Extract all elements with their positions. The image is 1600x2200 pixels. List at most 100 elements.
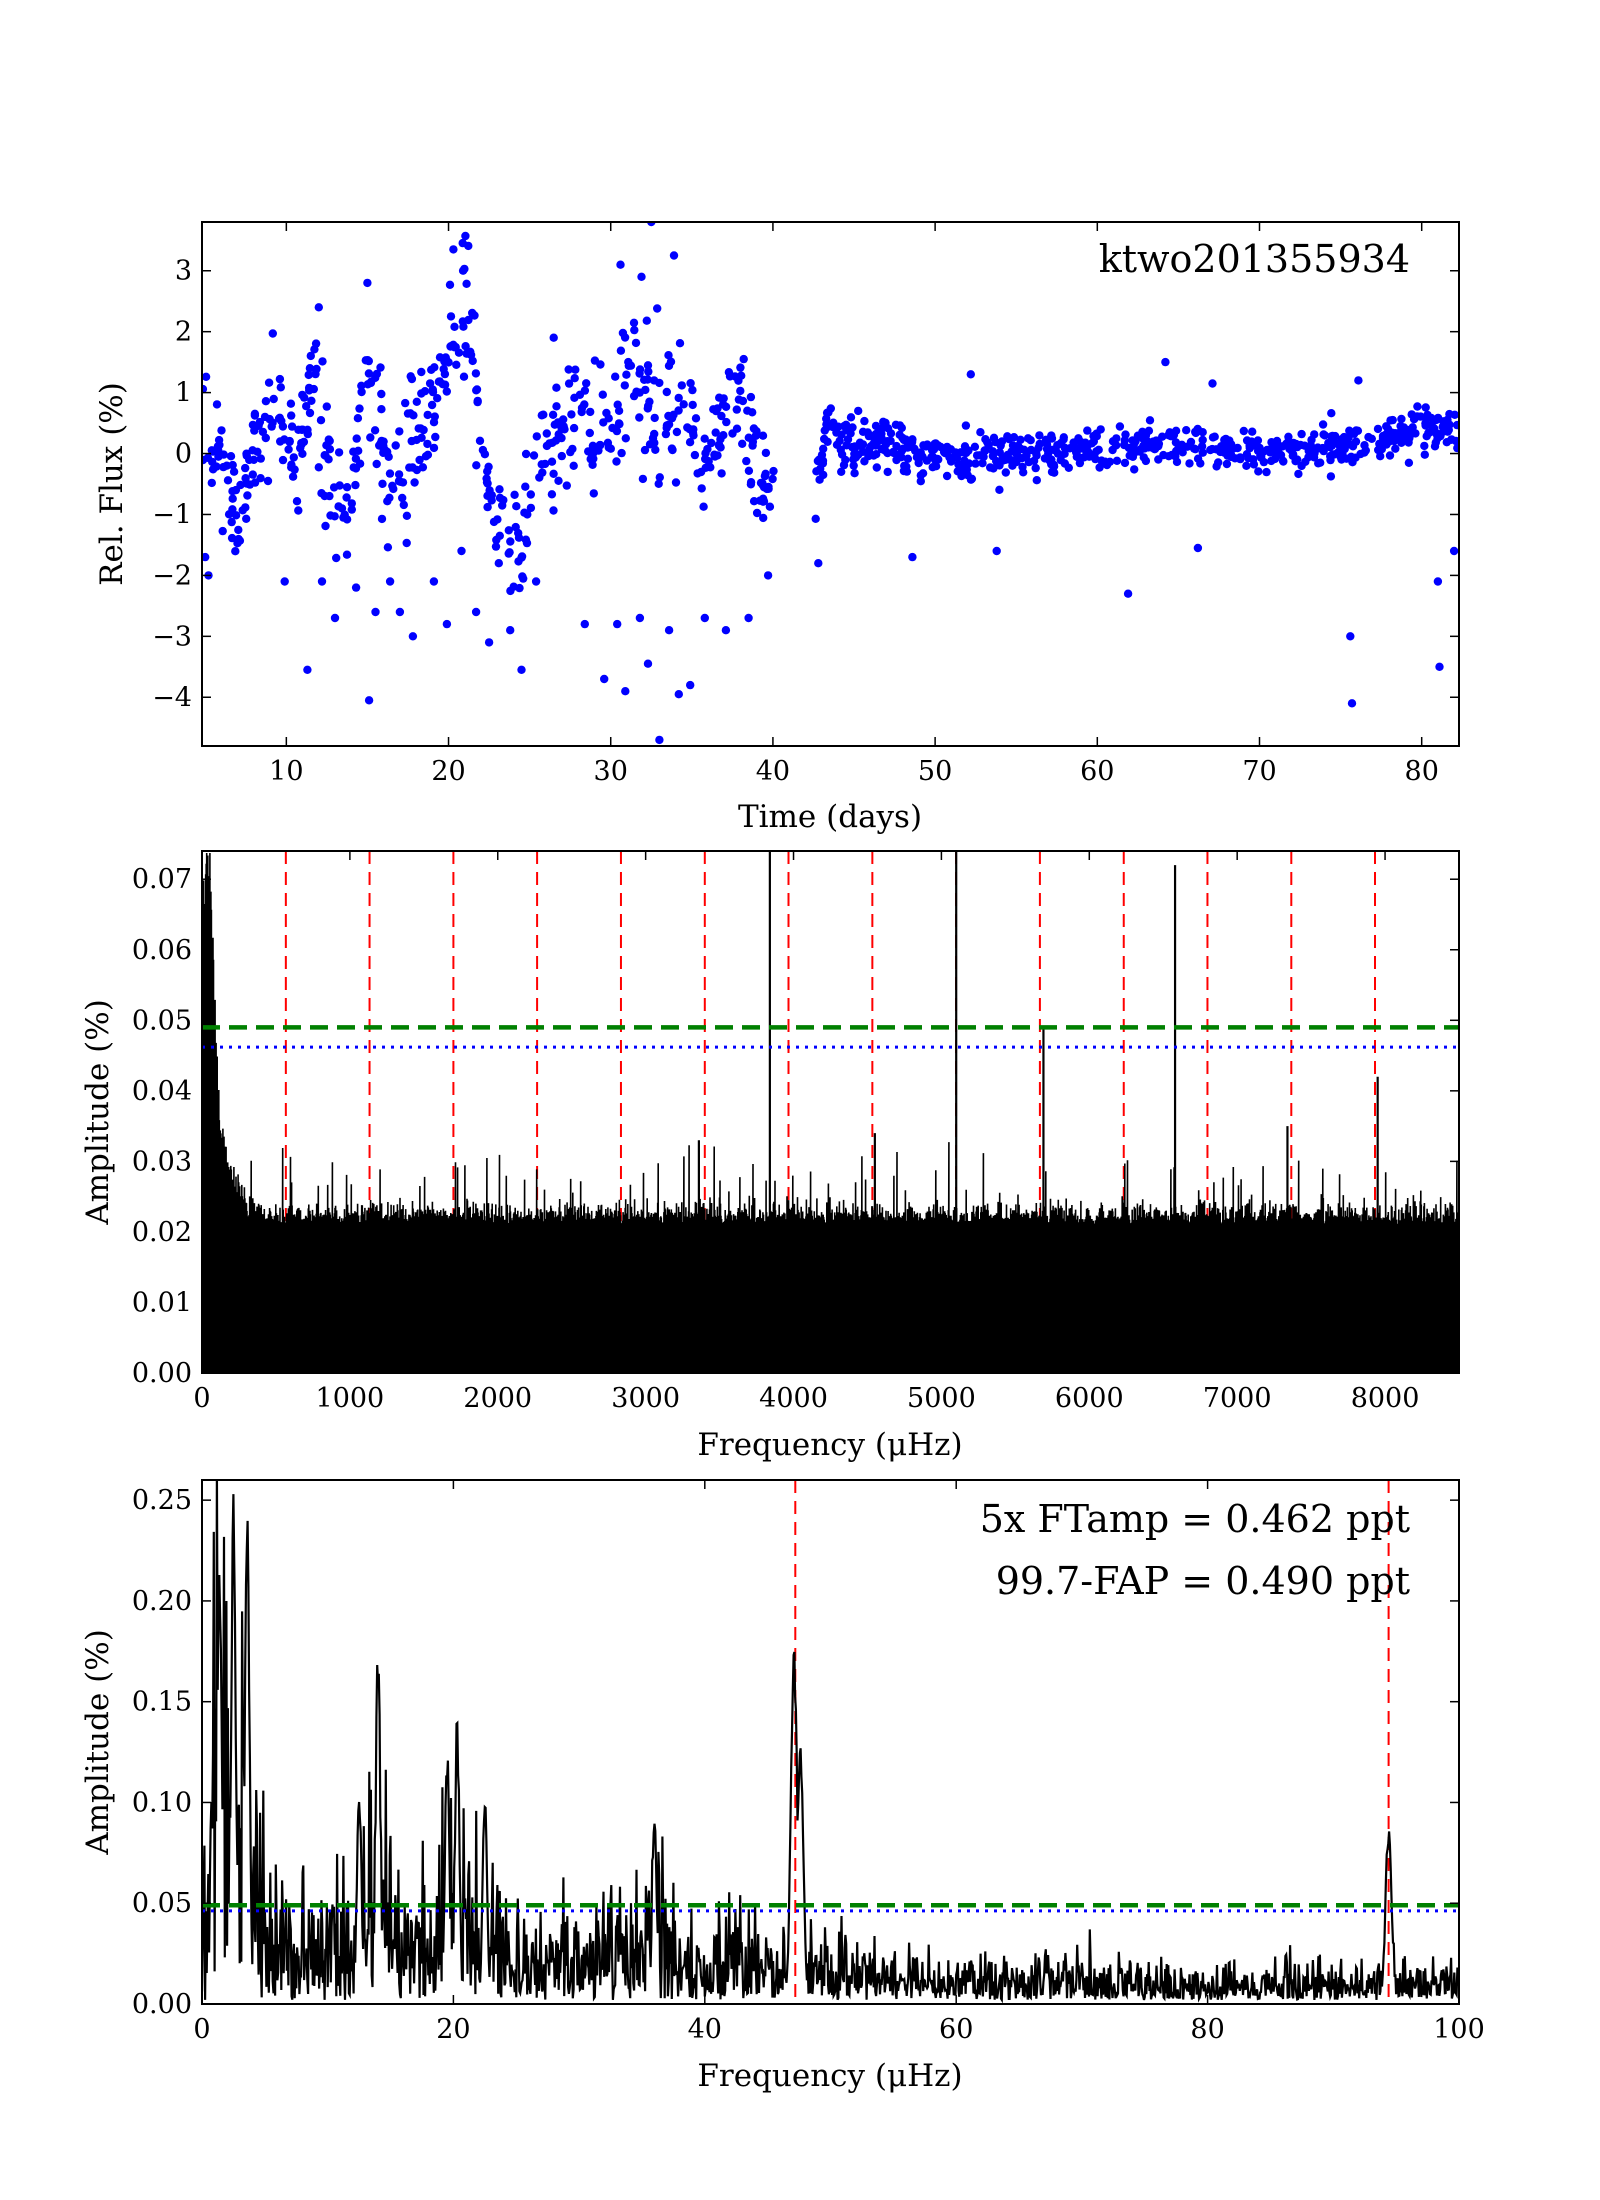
flux-point bbox=[1198, 435, 1207, 445]
flux-point bbox=[715, 393, 724, 402]
flux-point bbox=[738, 439, 747, 448]
flux-point bbox=[383, 543, 393, 552]
flux-point bbox=[339, 513, 348, 522]
flux-point bbox=[1220, 448, 1229, 457]
flux-point bbox=[297, 425, 306, 434]
flux-point bbox=[1094, 445, 1103, 454]
flux-point bbox=[1208, 433, 1218, 442]
flux-point bbox=[227, 533, 237, 543]
zoom-periodogram-xtick-label: 40 bbox=[688, 2014, 722, 2045]
flux-point bbox=[664, 361, 674, 370]
full-periodogram-xtick-label: 2000 bbox=[463, 1383, 532, 1414]
flux-point bbox=[473, 396, 482, 406]
flux-point bbox=[202, 384, 208, 394]
flux-point bbox=[1034, 443, 1043, 453]
flux-point bbox=[672, 427, 682, 437]
flux-point bbox=[1247, 437, 1256, 446]
flux-point bbox=[364, 369, 374, 378]
flux-point bbox=[1060, 443, 1070, 452]
flux-point bbox=[372, 459, 381, 469]
zoom-periodogram-ytick-label: 0.10 bbox=[132, 1787, 192, 1818]
flux-point bbox=[223, 476, 233, 485]
flux-point bbox=[482, 478, 492, 487]
flux-point bbox=[635, 365, 645, 374]
flux-point bbox=[357, 381, 366, 390]
flux-point bbox=[466, 350, 476, 360]
flux-point bbox=[248, 470, 257, 479]
flux-point bbox=[1121, 430, 1130, 439]
flux-point bbox=[650, 413, 659, 423]
flux-point bbox=[547, 490, 557, 499]
flux-point bbox=[256, 454, 265, 463]
flux-point bbox=[1405, 431, 1415, 440]
flux-point bbox=[542, 441, 552, 451]
flux-point bbox=[364, 696, 374, 705]
flux-point bbox=[992, 546, 1001, 556]
flux-point bbox=[699, 502, 708, 511]
flux-point bbox=[751, 431, 760, 440]
flux-point bbox=[1060, 449, 1069, 458]
flux-point bbox=[1349, 429, 1359, 438]
flux-point bbox=[228, 494, 237, 503]
flux-point bbox=[1309, 453, 1319, 462]
flux-point bbox=[248, 446, 257, 455]
flux-point bbox=[261, 433, 270, 443]
flux-point bbox=[1233, 443, 1242, 453]
light-curve-ytick-label: 2 bbox=[175, 317, 192, 348]
flux-point bbox=[721, 626, 731, 635]
light-curve-xtick-label: 10 bbox=[269, 756, 303, 787]
flux-point bbox=[860, 416, 869, 426]
zoom-periodogram-xtick-label: 80 bbox=[1190, 2014, 1224, 2045]
flux-point bbox=[425, 379, 435, 388]
flux-point bbox=[537, 460, 546, 469]
flux-point bbox=[532, 432, 541, 441]
flux-point bbox=[207, 478, 216, 488]
flux-point bbox=[846, 413, 856, 422]
flux-point bbox=[311, 369, 320, 379]
flux-point bbox=[571, 365, 580, 374]
flux-point bbox=[1115, 422, 1125, 431]
flux-point bbox=[677, 381, 686, 390]
zoom-periodogram-xtick-label: 100 bbox=[1433, 2014, 1485, 2045]
flux-point bbox=[814, 559, 823, 568]
flux-point bbox=[1433, 434, 1442, 443]
light-curve-axes-frame bbox=[201, 221, 1460, 747]
flux-point bbox=[371, 607, 380, 617]
flux-point bbox=[736, 363, 745, 372]
flux-point bbox=[812, 467, 821, 476]
flux-point bbox=[621, 434, 630, 443]
flux-point bbox=[564, 365, 573, 374]
full-periodogram-ytick-label: 0.02 bbox=[132, 1217, 192, 1248]
flux-point bbox=[1239, 426, 1249, 436]
zoom-periodogram-ytick-label: 0.05 bbox=[132, 1888, 192, 1919]
flux-point bbox=[292, 497, 302, 506]
flux-point bbox=[722, 417, 731, 427]
flux-point bbox=[620, 333, 630, 342]
flux-point bbox=[492, 535, 501, 545]
flux-point bbox=[351, 454, 361, 463]
flux-point bbox=[1328, 431, 1337, 441]
light-curve-ytick-label: 0 bbox=[175, 439, 192, 470]
flux-point bbox=[1225, 436, 1234, 445]
flux-point bbox=[510, 490, 519, 499]
ftamp-legend-text: 5x FTamp = 0.462 ppt bbox=[980, 1497, 1410, 1541]
flux-point bbox=[707, 438, 716, 448]
flux-point bbox=[342, 483, 352, 492]
flux-point bbox=[526, 490, 535, 499]
flux-point bbox=[427, 400, 437, 410]
flux-point bbox=[288, 472, 298, 481]
flux-point bbox=[366, 377, 376, 386]
flux-point bbox=[624, 357, 633, 367]
flux-point bbox=[664, 351, 673, 360]
flux-point bbox=[1373, 424, 1383, 434]
flux-point bbox=[222, 461, 231, 470]
flux-point bbox=[1178, 448, 1187, 457]
flux-point bbox=[1130, 465, 1139, 474]
flux-point bbox=[213, 442, 223, 451]
flux-point bbox=[557, 424, 566, 433]
flux-point bbox=[981, 435, 990, 444]
flux-point bbox=[428, 387, 438, 397]
flux-point bbox=[302, 402, 311, 411]
flux-point bbox=[1262, 467, 1271, 477]
